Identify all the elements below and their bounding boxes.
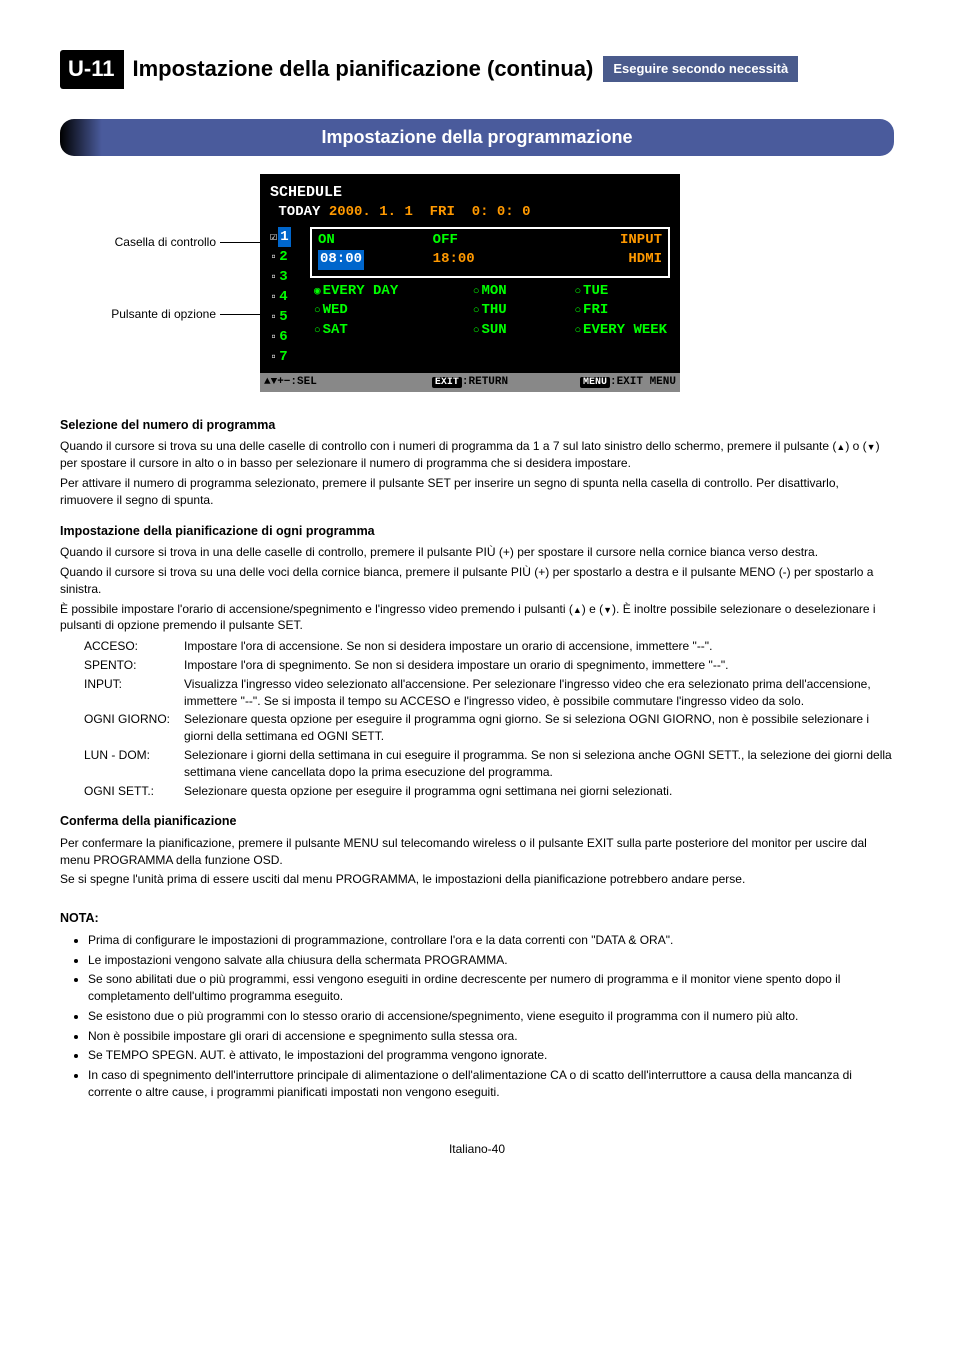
note-item: Se TEMPO SPEGN. AUT. è attivato, le impo… bbox=[88, 1047, 894, 1064]
program-column: 1 2 3 4 5 6 7 bbox=[270, 227, 310, 367]
page-title: Impostazione della pianificazione (conti… bbox=[132, 54, 593, 85]
def-desc: Impostare l'ora di accensione. Se non si… bbox=[184, 638, 894, 655]
off-label: OFF bbox=[433, 231, 548, 251]
foot-menu: MENU:EXIT MENU bbox=[539, 375, 676, 390]
on-time[interactable]: 08:00 bbox=[318, 250, 364, 270]
foot-sel: ▲▼+−:SEL bbox=[264, 375, 401, 390]
opt-sun[interactable]: SUN bbox=[473, 321, 569, 341]
def-term: ACCESO: bbox=[84, 638, 184, 655]
def-desc: Visualizza l'ingresso video selezionato … bbox=[184, 676, 894, 710]
para: È possibile impostare l'orario di accens… bbox=[60, 601, 894, 635]
input-value[interactable]: HDMI bbox=[628, 251, 662, 267]
heading-confirm: Conferma della pianificazione bbox=[60, 813, 894, 831]
def-term: OGNI SETT.: bbox=[84, 783, 184, 800]
note-item: Non è possibile impostare gli orari di a… bbox=[88, 1028, 894, 1045]
settings-box: ON OFF INPUT 08:00 18:00 HDMI bbox=[310, 227, 670, 278]
header-tag: Eseguire secondo necessità bbox=[603, 56, 798, 82]
opt-mon[interactable]: MON bbox=[473, 282, 569, 302]
leader-line bbox=[220, 314, 260, 315]
para: Quando il cursore si trova su una delle … bbox=[60, 438, 894, 472]
settings-value-row: 08:00 18:00 HDMI bbox=[318, 250, 662, 270]
prog-checkbox[interactable]: 1 bbox=[270, 227, 310, 247]
def-desc: Selezionare i giorni della settimana in … bbox=[184, 747, 894, 781]
opt-sat[interactable]: SAT bbox=[314, 321, 467, 341]
def-desc: Impostare l'ora di spegnimento. Se non s… bbox=[184, 657, 894, 674]
def-row: ACCESO:Impostare l'ora di accensione. Se… bbox=[84, 638, 894, 655]
prog-checkbox[interactable]: 5 bbox=[270, 307, 310, 327]
down-icon bbox=[867, 439, 876, 453]
today-time: 0: 0: 0 bbox=[472, 204, 531, 220]
prog-checkbox[interactable]: 2 bbox=[270, 247, 310, 267]
para: Per confermare la pianificazione, premer… bbox=[60, 835, 894, 869]
opt-every-day[interactable]: EVERY DAY bbox=[314, 282, 467, 302]
osd-today-row: TODAY 2000. 1. 1 FRI 0: 0: 0 bbox=[270, 203, 670, 223]
off-time[interactable]: 18:00 bbox=[433, 251, 475, 267]
osd-right: ON OFF INPUT 08:00 18:00 HDMI EVERY DAY … bbox=[310, 227, 670, 367]
up-icon bbox=[836, 439, 845, 453]
page-header: U-11 Impostazione della pianificazione (… bbox=[60, 50, 894, 89]
prog-checkbox[interactable]: 6 bbox=[270, 327, 310, 347]
para: Se si spegne l'unità prima di essere usc… bbox=[60, 871, 894, 888]
opt-every-week[interactable]: EVERY WEEK bbox=[574, 321, 670, 341]
opt-tue[interactable]: TUE bbox=[574, 282, 670, 302]
def-row: OGNI SETT.:Selezionare questa opzione pe… bbox=[84, 783, 894, 800]
def-term: OGNI GIORNO: bbox=[84, 711, 184, 745]
heading-select-prog: Selezione del numero di programma bbox=[60, 417, 894, 435]
osd-figure: Casella di controllo Pulsante di opzione… bbox=[60, 174, 894, 392]
label-text: Pulsante di opzione bbox=[60, 306, 220, 323]
settings-header-row: ON OFF INPUT bbox=[318, 231, 662, 251]
def-row: SPENTO:Impostare l'ora di spegnimento. S… bbox=[84, 657, 894, 674]
notes-list: Prima di configurare le impostazioni di … bbox=[70, 932, 894, 1101]
def-term: INPUT: bbox=[84, 676, 184, 710]
day-grid: EVERY DAY MON TUE WED THU FRI SAT SUN EV… bbox=[310, 282, 670, 341]
opt-wed[interactable]: WED bbox=[314, 301, 467, 321]
prog-checkbox[interactable]: 7 bbox=[270, 347, 310, 367]
para: Quando il cursore si trova in una delle … bbox=[60, 544, 894, 561]
def-term: SPENTO: bbox=[84, 657, 184, 674]
heading-set-each: Impostazione della pianificazione di ogn… bbox=[60, 523, 894, 541]
para: Per attivare il numero di programma sele… bbox=[60, 475, 894, 509]
def-desc: Selezionare questa opzione per eseguire … bbox=[184, 711, 894, 745]
section-bar: Impostazione della programmazione bbox=[60, 119, 894, 156]
opt-fri[interactable]: FRI bbox=[574, 301, 670, 321]
note-item: Se esistono due o più programmi con lo s… bbox=[88, 1008, 894, 1025]
up-icon bbox=[573, 602, 582, 616]
def-term: LUN - DOM: bbox=[84, 747, 184, 781]
label-text: Casella di controllo bbox=[60, 234, 220, 251]
today-prefix: TODAY bbox=[278, 204, 320, 220]
para: Quando il cursore si trova su una delle … bbox=[60, 564, 894, 598]
note-item: Le impostazioni vengono salvate alla chi… bbox=[88, 952, 894, 969]
today-weekday: FRI bbox=[430, 204, 455, 220]
osd-title: SCHEDULE bbox=[270, 182, 670, 203]
option-label: Pulsante di opzione bbox=[60, 306, 260, 323]
down-icon bbox=[603, 602, 612, 616]
foot-return: EXIT:RETURN bbox=[401, 375, 538, 390]
note-item: Prima di configurare le impostazioni di … bbox=[88, 932, 894, 949]
prog-checkbox[interactable]: 4 bbox=[270, 287, 310, 307]
def-desc: Selezionare questa opzione per eseguire … bbox=[184, 783, 894, 800]
section-badge: U-11 bbox=[60, 50, 124, 89]
input-label: INPUT bbox=[620, 232, 662, 248]
heading-nota: NOTA: bbox=[60, 910, 894, 928]
figure-labels: Casella di controllo Pulsante di opzione bbox=[60, 174, 260, 378]
osd-screen: SCHEDULE TODAY 2000. 1. 1 FRI 0: 0: 0 1 … bbox=[260, 174, 680, 392]
def-row: LUN - DOM:Selezionare i giorni della set… bbox=[84, 747, 894, 781]
today-date: 2000. 1. 1 bbox=[329, 204, 413, 220]
prog-checkbox[interactable]: 3 bbox=[270, 267, 310, 287]
on-label: ON bbox=[318, 231, 433, 251]
osd-body: 1 2 3 4 5 6 7 ON OFF INPUT 08:00 18: bbox=[270, 227, 670, 367]
def-row: INPUT:Visualizza l'ingresso video selezi… bbox=[84, 676, 894, 710]
note-item: In caso di spegnimento dell'interruttore… bbox=[88, 1067, 894, 1101]
def-row: OGNI GIORNO:Selezionare questa opzione p… bbox=[84, 711, 894, 745]
checkbox-label: Casella di controllo bbox=[60, 234, 260, 251]
osd-footer: ▲▼+−:SEL EXIT:RETURN MENU:EXIT MENU bbox=[260, 373, 680, 392]
definitions: ACCESO:Impostare l'ora di accensione. Se… bbox=[84, 638, 894, 799]
opt-thu[interactable]: THU bbox=[473, 301, 569, 321]
page-footer: Italiano-40 bbox=[60, 1141, 894, 1158]
note-item: Se sono abilitati due o più programmi, e… bbox=[88, 971, 894, 1005]
leader-line bbox=[220, 242, 260, 243]
